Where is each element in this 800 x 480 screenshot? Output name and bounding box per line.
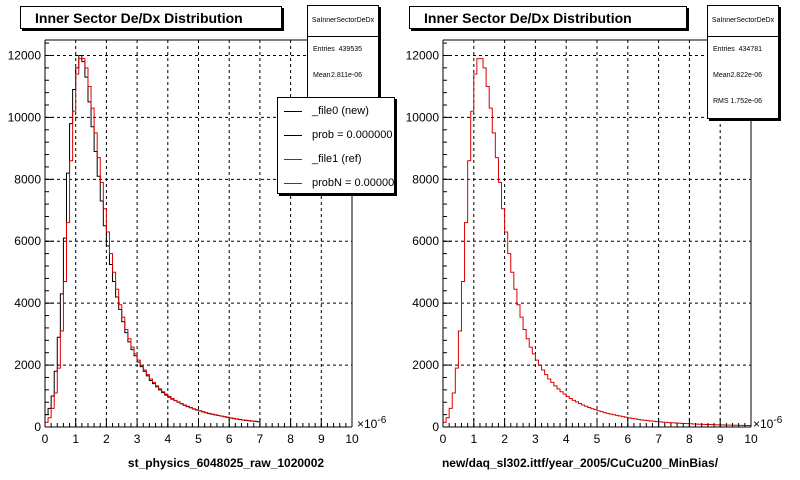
left-stats-row-entries: Entries 439535 — [308, 37, 378, 63]
right-x-tick-label: 3 — [532, 432, 539, 446]
left-stats-value: 2.811e-06 — [330, 72, 362, 79]
legend-label: _file0 (new) — [312, 105, 369, 117]
left-chart-title: Inner Sector De/Dx Distribution — [20, 6, 282, 29]
legend-swatch — [284, 183, 302, 184]
left-stats-key: Entries — [313, 46, 335, 53]
left-stats-row-mean: Mean 2.811e-06 — [308, 63, 378, 89]
right-x-tick-label: 9 — [717, 432, 724, 446]
right-y-tick-label: 10000 — [406, 110, 440, 124]
left-x-tick-label: 10 — [345, 432, 359, 446]
left-stats-key: Mean — [313, 72, 331, 79]
exponent-power: -6 — [377, 415, 387, 426]
right-stats-value: 1.752e-06 — [730, 98, 762, 105]
legend-entry-new: _file0 (new) — [278, 100, 394, 124]
right-stats-box: SaInnerSectorDeDx Entries 434781 Mean 2.… — [707, 5, 779, 119]
left-y-tick-label: 0 — [34, 420, 41, 434]
left-x-tick-label: 1 — [72, 432, 79, 446]
right-x-axis-title: new/daq_sl302.ittf/year_2005/CuCu200_Min… — [441, 456, 719, 470]
left-x-tick-label: 3 — [134, 432, 141, 446]
left-stats-name: SaInnerSectorDeDx — [308, 6, 378, 37]
left-x-tick-label: 5 — [195, 432, 202, 446]
left-series-1-line — [44, 58, 260, 427]
right-x-exponent: ×10-6 — [753, 415, 782, 431]
right-stats-key: Entries — [713, 46, 735, 53]
right-x-tick-label: 2 — [501, 432, 508, 446]
right-stats-row-mean: Mean 2.822e-06 — [708, 63, 778, 89]
left-y-tick-label: 2000 — [14, 358, 41, 372]
right-y-tick-label: 4000 — [412, 296, 439, 310]
exponent-base: ×10 — [357, 417, 378, 431]
left-legend: _file0 (new) prob = 0.000000 _file1 (ref… — [277, 97, 395, 194]
right-y-tick-label: 2000 — [412, 358, 439, 372]
right-x-tick-label: 7 — [655, 432, 662, 446]
legend-swatch — [284, 159, 302, 160]
right-y-tick-label: 8000 — [412, 172, 439, 186]
right-x-tick-label: 4 — [563, 432, 570, 446]
legend-swatch — [284, 111, 302, 112]
legend-entry-ref: _file1 (ref) — [278, 148, 394, 172]
right-x-tick-label: 10 — [744, 432, 758, 446]
left-y-tick-label: 6000 — [14, 234, 41, 248]
left-y-tick-label: 12000 — [8, 48, 42, 62]
right-stats-row-entries: Entries 434781 — [708, 37, 778, 63]
left-stats-value: 439535 — [338, 46, 362, 53]
left-x-tick-label: 4 — [164, 432, 171, 446]
legend-swatch — [284, 135, 302, 136]
right-x-tick-label: 6 — [624, 432, 631, 446]
left-y-tick-label: 4000 — [14, 296, 41, 310]
right-y-tick-label: 12000 — [406, 48, 440, 62]
left-x-exponent: ×10-6 — [357, 415, 386, 431]
left-x-axis-title: st_physics_6048025_raw_1020002 — [127, 456, 325, 470]
right-stats-value: 2.822e-06 — [730, 72, 762, 79]
legend-label: _file1 (ref) — [312, 153, 362, 165]
right-chart-title: Inner Sector De/Dx Distribution — [409, 6, 687, 29]
right-series-0-line — [442, 58, 751, 427]
right-stats-key: RMS — [713, 98, 729, 105]
exponent-power: -6 — [773, 415, 783, 426]
left-y-tick-label: 8000 — [14, 172, 41, 186]
left-x-tick-label: 9 — [318, 432, 325, 446]
left-x-tick-label: 7 — [257, 432, 264, 446]
left-x-tick-label: 6 — [226, 432, 233, 446]
legend-label: prob = 0.000000 — [312, 129, 393, 141]
exponent-base: ×10 — [753, 417, 774, 431]
right-stats-key: Mean — [713, 72, 731, 79]
right-y-tick-label: 6000 — [412, 234, 439, 248]
left-y-tick-label: 10000 — [8, 110, 42, 124]
right-x-tick-label: 5 — [594, 432, 601, 446]
right-x-tick-label: 1 — [470, 432, 477, 446]
right-x-tick-label: 8 — [686, 432, 693, 446]
legend-label: probN = 0.000000 — [312, 177, 395, 189]
right-x-tick-label: 0 — [440, 432, 447, 446]
left-x-tick-label: 0 — [42, 432, 49, 446]
legend-entry-prob: prob = 0.000000 — [278, 124, 394, 148]
right-stats-value: 434781 — [738, 46, 762, 53]
left-x-tick-label: 2 — [103, 432, 110, 446]
left-x-tick-label: 8 — [287, 432, 294, 446]
right-stats-name: SaInnerSectorDeDx — [708, 6, 778, 37]
legend-entry-probn: probN = 0.000000 — [278, 172, 395, 193]
right-y-tick-label: 0 — [432, 420, 439, 434]
right-stats-row-rms: RMS 1.752e-06 — [708, 89, 778, 115]
